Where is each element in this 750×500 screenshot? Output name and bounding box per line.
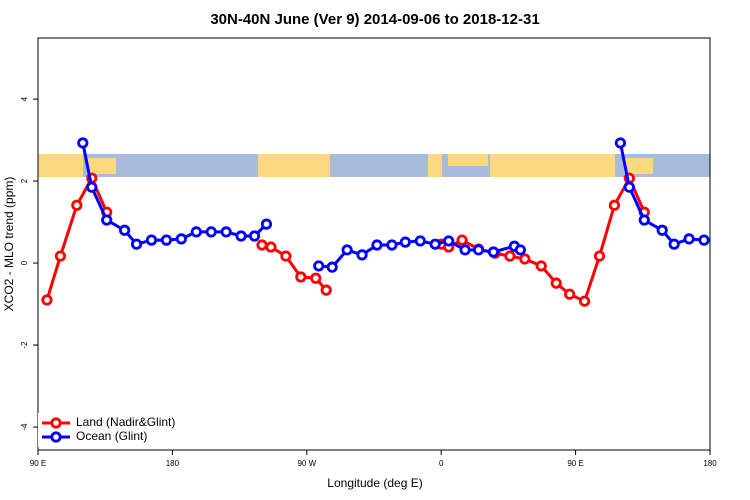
point — [519, 253, 531, 265]
point — [683, 233, 695, 245]
point — [313, 260, 325, 272]
point — [86, 181, 98, 193]
point — [205, 226, 217, 238]
y-tick-label: 0 — [20, 260, 29, 265]
point — [504, 250, 516, 262]
point — [280, 250, 292, 262]
point — [456, 234, 468, 246]
legend-label: Ocean (Glint) — [76, 429, 147, 443]
point — [429, 238, 441, 250]
point — [260, 218, 273, 230]
legend-swatch — [50, 431, 62, 443]
land-patch — [625, 158, 653, 174]
point — [656, 224, 668, 236]
land-patch — [490, 154, 615, 177]
point — [77, 137, 89, 149]
point — [175, 233, 187, 245]
y-axis-label: XCO2 - MLO trend (ppm) — [2, 177, 16, 312]
point — [668, 238, 680, 250]
point — [564, 288, 576, 300]
point — [235, 230, 247, 242]
point — [550, 277, 562, 289]
point — [487, 246, 500, 258]
x-tick-label: 90 E — [30, 459, 46, 468]
point — [145, 234, 158, 246]
point — [514, 244, 526, 256]
point — [326, 261, 338, 273]
land-patch — [258, 154, 330, 177]
point — [698, 234, 710, 246]
point — [443, 235, 455, 247]
point — [41, 294, 53, 306]
point — [414, 235, 426, 247]
y-tick-label: -2 — [20, 341, 29, 349]
legend-label: Land (Nadir&Glint) — [76, 415, 175, 429]
point — [472, 244, 485, 256]
point — [248, 230, 261, 242]
point — [190, 226, 202, 238]
point — [371, 239, 383, 251]
point — [320, 284, 332, 296]
point — [160, 234, 173, 246]
land-patch — [448, 154, 488, 166]
point — [593, 250, 606, 262]
land-patch — [88, 158, 116, 174]
point — [101, 214, 113, 226]
land-patch — [428, 154, 442, 177]
x-axis-label: Longitude (deg E) — [327, 476, 422, 490]
y-tick-label: -4 — [20, 423, 29, 431]
point — [310, 272, 322, 284]
point — [614, 137, 627, 149]
y-tick-label: 2 — [20, 178, 29, 183]
point — [220, 226, 232, 238]
x-tick-label: 180 — [703, 459, 717, 468]
legend-swatch — [50, 417, 62, 429]
plot-box — [37, 37, 711, 451]
point — [265, 241, 277, 253]
point — [535, 260, 547, 272]
x-tick-label: 180 — [166, 459, 180, 468]
y-tick-label: 4 — [20, 96, 29, 101]
point — [341, 244, 353, 256]
point — [71, 199, 83, 211]
legend — [38, 413, 180, 447]
point — [608, 199, 621, 211]
point — [119, 224, 131, 236]
point — [54, 250, 67, 262]
point — [399, 236, 411, 248]
point — [295, 271, 307, 283]
point — [623, 181, 635, 193]
chart-title: 30N-40N June (Ver 9) 2014-09-06 to 2018-… — [210, 11, 539, 28]
point — [578, 295, 591, 307]
land-patch — [38, 154, 83, 177]
point — [638, 214, 650, 226]
x-tick-label: 90 E — [567, 459, 583, 468]
x-tick-label: 0 — [439, 459, 444, 468]
point — [256, 239, 268, 251]
x-tick-label: 90 W — [297, 459, 316, 468]
point — [130, 238, 143, 250]
point — [459, 244, 471, 256]
point — [386, 239, 398, 251]
land-mask-band — [38, 154, 710, 177]
point — [356, 249, 368, 261]
